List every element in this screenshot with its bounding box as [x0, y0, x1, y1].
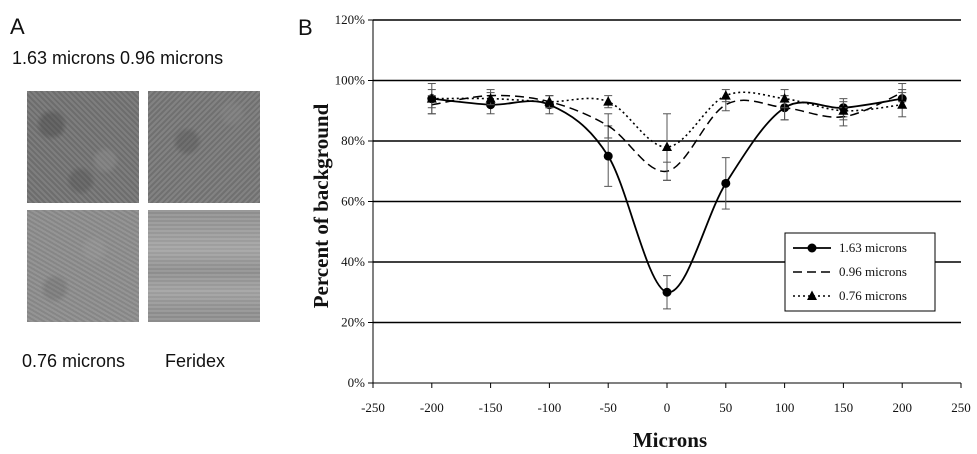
panel-a-top-caption: 1.63 microns 0.96 microns [12, 48, 224, 68]
panel-a-letter: A [10, 14, 25, 39]
series [426, 83, 908, 310]
mri-image-feridex [148, 210, 260, 322]
panel-b-letter: B [298, 15, 313, 40]
data-point [426, 93, 437, 103]
line-chart: B 0% 20% 40% 60% 80% 100% 120% -250 -200 -150 -100… [298, 12, 971, 452]
legend-label: 1.63 microns [839, 240, 907, 255]
legend-label: 0.76 microns [839, 288, 907, 303]
legend-swatch-marker [807, 243, 817, 253]
x-tick-label: -250 [361, 400, 385, 415]
x-tick-label: 0 [664, 400, 671, 415]
legend: 1.63 microns 0.96 microns 0.76 microns [784, 232, 936, 312]
mri-image-0-76-microns [27, 210, 139, 322]
y-axis-title: Percent of background [309, 103, 333, 308]
data-point [485, 93, 496, 103]
x-tick-label: 250 [951, 400, 971, 415]
data-point [720, 90, 731, 100]
data-point [838, 105, 849, 115]
gridlines [373, 19, 961, 324]
y-tick-label: 100% [335, 73, 366, 88]
panel-a: A 1.63 microns 0.96 microns 0.76 microns… [0, 0, 290, 454]
x-tick-label: 50 [719, 400, 732, 415]
y-tick-label: 40% [341, 254, 365, 269]
y-tick-label: 120% [335, 12, 366, 27]
x-tick-label: -200 [420, 400, 444, 415]
panel-a-bottom-caption-left: 0.76 microns [22, 351, 126, 371]
y-tick-label: 60% [341, 194, 365, 209]
legend-label: 0.96 microns [839, 264, 907, 279]
x-axis-title: Microns [633, 428, 707, 452]
data-point [721, 178, 731, 188]
panel-a-bottom-caption-right: Feridex [165, 351, 226, 371]
data-point [603, 151, 613, 161]
x-tick-label: 200 [892, 400, 912, 415]
data-point [603, 96, 614, 106]
tick-labels: 0% 20% 40% 60% 80% 100% 120% -250 -200 -150 -100 -5… [335, 12, 971, 415]
data-point [662, 141, 672, 152]
y-tick-label: 0% [348, 375, 366, 390]
y-tick-label: 20% [341, 315, 365, 330]
x-tick-label: -100 [537, 400, 561, 415]
series-line [431, 91, 903, 148]
mri-image-0-96-microns [148, 91, 260, 203]
axes [368, 19, 962, 388]
data-point [779, 93, 790, 103]
x-tick-label: 150 [834, 400, 854, 415]
x-tick-label: -50 [600, 400, 617, 415]
x-tick-label: 100 [775, 400, 795, 415]
series-0-76-microns [426, 83, 908, 181]
data-point [544, 96, 555, 106]
legend-swatch-marker [807, 290, 817, 300]
data-point [897, 99, 908, 109]
y-tick-label: 80% [341, 133, 365, 148]
x-tick-label: -150 [479, 400, 503, 415]
mri-image-1-63-microns [27, 91, 139, 203]
data-point [662, 287, 672, 297]
